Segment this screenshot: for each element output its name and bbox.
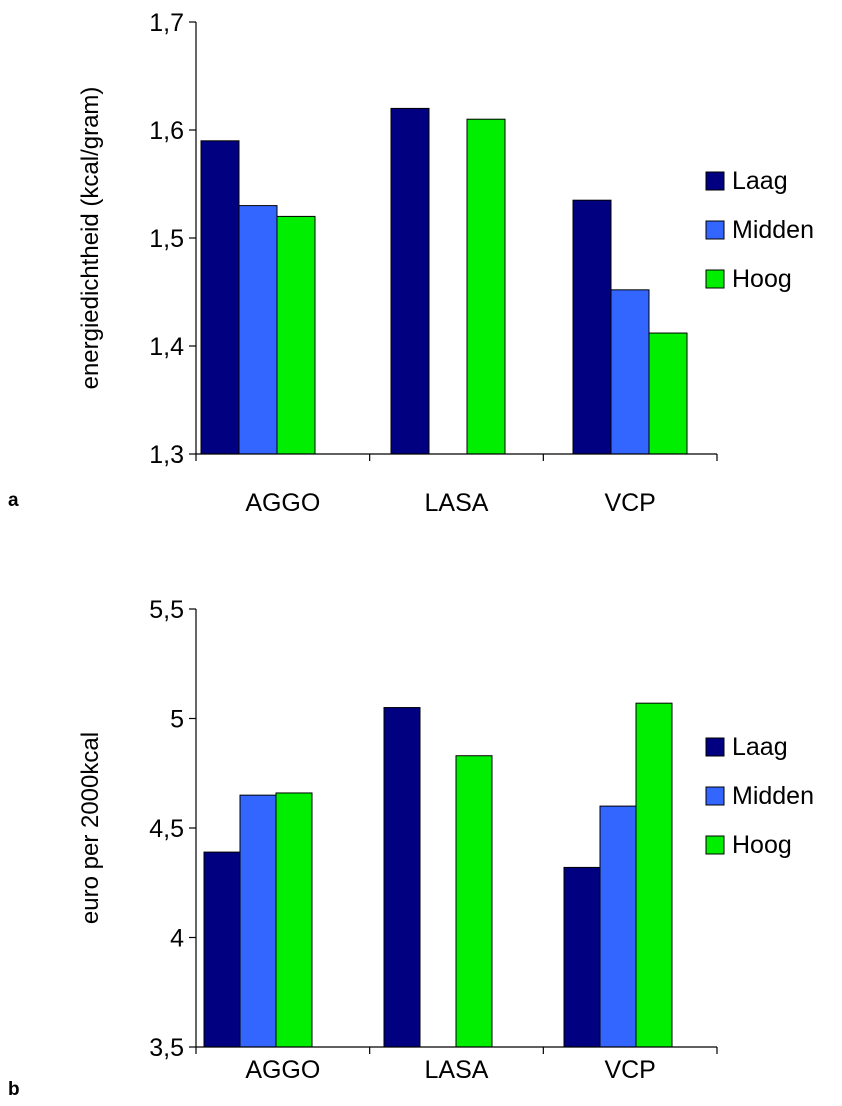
legend-swatch-hoog (705, 835, 725, 855)
panel-label-b: b (8, 1079, 20, 1100)
y-tick-label: 1,5 (149, 225, 184, 253)
y-axis-title: energiedichtheid (kcal/gram) (77, 87, 104, 390)
bar-hoog-lasa (466, 118, 506, 455)
legend-label-hoog: Hoog (732, 831, 792, 859)
bar-laag-vcp (572, 199, 612, 455)
legend-label-midden: Midden (732, 216, 814, 244)
bar-midden-aggo (239, 794, 277, 1048)
bar-hoog-vcp (635, 702, 673, 1048)
y-tick-label: 5,5 (149, 596, 184, 624)
legend-label-laag: Laag (732, 167, 788, 195)
category-label: LASA (425, 1056, 489, 1084)
bar-hoog-vcp (648, 332, 688, 455)
category-label: VCP (604, 489, 655, 517)
bar-midden-vcp (610, 289, 650, 455)
bar-laag-vcp (563, 866, 601, 1048)
panel-label-a: a (8, 490, 19, 511)
bar-laag-lasa (383, 707, 421, 1048)
chart-panel-a: 1,3 1,4 1,5 1,6 1,7 AGGO LASA VCP energiedichthe… (8, 9, 814, 517)
y-tick-label: 1,3 (149, 441, 184, 469)
category-label: LASA (425, 489, 489, 517)
category-label: VCP (604, 1056, 655, 1084)
bar-hoog-aggo (276, 215, 316, 455)
y-axis-title: euro per 2000kcal (77, 732, 104, 924)
category-label: AGGO (245, 1056, 320, 1084)
cost-per-2000kcal-chart: 3,5 4 4,5 5 5,5 AGGO LASA VCP euro per 2000kcal L… (77, 596, 814, 1084)
bar-hoog-lasa (455, 755, 493, 1048)
y-tick-label: 5 (170, 706, 184, 734)
legend-swatch-midden (705, 220, 725, 240)
legend-label-midden: Midden (732, 782, 814, 810)
bar-midden-aggo (238, 205, 278, 455)
bar-laag-aggo (200, 140, 240, 455)
legend-swatch-midden (705, 786, 725, 806)
legend-label-laag: Laag (732, 733, 788, 761)
bar-laag-aggo (203, 851, 241, 1048)
y-tick-label: 4 (170, 925, 184, 953)
energy-density-chart: 1,3 1,4 1,5 1,6 1,7 AGGO LASA VCP energiedichthe… (77, 9, 814, 517)
category-label: AGGO (245, 489, 320, 517)
y-tick-label: 3,5 (149, 1034, 184, 1062)
legend-swatch-laag (705, 171, 725, 191)
legend-swatch-laag (705, 737, 725, 757)
bar-laag-lasa (390, 107, 430, 455)
chart-panel-b: 3,5 4 4,5 5 5,5 AGGO LASA VCP euro per 2000kcal L… (0, 553, 842, 1106)
legend-swatch-hoog (705, 269, 725, 289)
y-tick-label: 1,4 (149, 333, 184, 361)
y-tick-label: 1,6 (149, 117, 184, 145)
legend-label-hoog: Hoog (732, 265, 792, 293)
bar-hoog-aggo (275, 792, 313, 1048)
y-tick-label: 4,5 (149, 815, 184, 843)
y-tick-label: 1,7 (149, 9, 184, 37)
bar-midden-vcp (599, 805, 637, 1048)
